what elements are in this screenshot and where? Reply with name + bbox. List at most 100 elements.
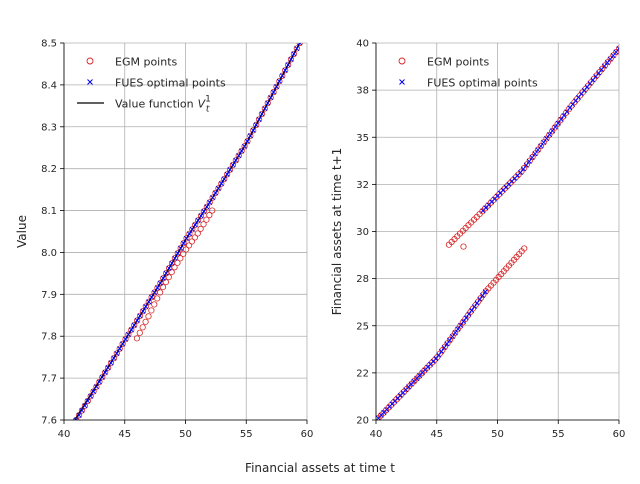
egm-point bbox=[139, 308, 147, 315]
egm-point bbox=[521, 245, 528, 252]
fues-point bbox=[455, 326, 461, 332]
legend-label: FUES optimal points bbox=[115, 77, 226, 90]
fues-point bbox=[215, 185, 221, 191]
fues-point bbox=[535, 147, 541, 153]
legend-fues-marker bbox=[399, 79, 405, 85]
y-tick-label: 8.1 bbox=[41, 206, 57, 217]
egm-point bbox=[102, 369, 109, 376]
x-tick-label: 60 bbox=[613, 429, 626, 440]
y-tick-label: 8.4 bbox=[41, 80, 57, 91]
egm-point bbox=[244, 138, 251, 145]
egm-point bbox=[185, 242, 193, 249]
egm-point bbox=[180, 240, 187, 247]
fues-point bbox=[178, 245, 184, 251]
egm-point bbox=[209, 207, 216, 214]
egm-point bbox=[200, 208, 207, 215]
fues-point bbox=[253, 122, 259, 128]
egm-point bbox=[162, 278, 169, 286]
egm-point bbox=[226, 166, 234, 173]
fues-point bbox=[436, 352, 442, 358]
fues-point bbox=[137, 313, 143, 319]
fues-point bbox=[474, 300, 480, 306]
y-tick-label: 8.3 bbox=[41, 122, 57, 133]
fues-point bbox=[444, 341, 450, 347]
egm-point bbox=[159, 283, 167, 291]
fues-point bbox=[192, 222, 198, 228]
fues-point bbox=[82, 403, 88, 409]
egm-point bbox=[287, 56, 295, 63]
egm-point bbox=[116, 345, 123, 352]
fues-point bbox=[239, 148, 245, 154]
fues-point bbox=[172, 255, 178, 261]
fues-point bbox=[256, 116, 262, 122]
fues-point bbox=[183, 235, 189, 241]
fues-point bbox=[285, 62, 291, 68]
egm-point bbox=[197, 225, 204, 232]
egm-point bbox=[183, 235, 190, 242]
egm-point bbox=[188, 238, 196, 245]
y-tick-label: 38 bbox=[356, 86, 369, 97]
egm-point bbox=[218, 180, 225, 187]
fues-point bbox=[460, 319, 466, 325]
legend: EGM points FUES optimal points Value funct… bbox=[77, 56, 226, 115]
x-tick-label: 55 bbox=[240, 429, 253, 440]
egm-point bbox=[206, 212, 213, 219]
egm-point bbox=[131, 322, 138, 329]
legend-label: EGM points bbox=[427, 56, 490, 69]
fues-point bbox=[169, 260, 175, 266]
fues-point bbox=[268, 95, 274, 101]
fues-point bbox=[558, 116, 564, 122]
fues-point bbox=[218, 181, 224, 187]
fues-point bbox=[262, 106, 268, 112]
fues-point bbox=[276, 78, 282, 84]
fues-point bbox=[523, 162, 529, 168]
next-assets-panel: 40 45 50 55 60 20 22 25 28 30 32 35 38 40 Financial as… bbox=[330, 39, 625, 441]
egm-point bbox=[148, 294, 155, 301]
egm-point bbox=[93, 383, 100, 390]
egm-point bbox=[276, 78, 283, 85]
egm-point bbox=[142, 303, 149, 310]
fues-point bbox=[181, 240, 187, 246]
egm-point bbox=[224, 171, 231, 178]
fues-point bbox=[201, 208, 207, 214]
egm-point bbox=[212, 189, 219, 197]
x-tick-label: 40 bbox=[370, 429, 383, 440]
fues-point bbox=[549, 128, 555, 134]
fues-point bbox=[447, 337, 453, 343]
fues-point bbox=[175, 250, 181, 256]
egm-point bbox=[189, 226, 196, 233]
legend: EGM points FUES optimal points bbox=[398, 56, 538, 90]
y-tick-label: 7.7 bbox=[41, 374, 57, 385]
y-tick-label: 7.9 bbox=[41, 290, 57, 301]
legend-egm-marker bbox=[86, 57, 94, 65]
egm-point bbox=[125, 331, 132, 338]
egm-point bbox=[241, 143, 248, 150]
egm-point bbox=[107, 359, 115, 367]
fues-point bbox=[128, 327, 134, 333]
fues-point bbox=[134, 317, 140, 324]
fues-point bbox=[288, 56, 294, 62]
fues-point bbox=[471, 304, 477, 310]
fues-point bbox=[91, 388, 97, 394]
legend-egm-marker bbox=[398, 57, 406, 65]
fues-point bbox=[297, 43, 303, 46]
x-tick-label: 50 bbox=[491, 429, 504, 440]
egm-point bbox=[615, 45, 619, 52]
fues-point bbox=[265, 100, 271, 106]
egm-point bbox=[156, 289, 164, 296]
egm-point bbox=[203, 203, 210, 210]
legend-label: EGM points bbox=[115, 56, 178, 69]
fues-point bbox=[96, 379, 102, 385]
fues-point bbox=[73, 417, 79, 420]
fues-point bbox=[236, 153, 242, 159]
egm-point bbox=[267, 94, 274, 101]
egm-point bbox=[113, 350, 120, 357]
fues-point bbox=[259, 111, 265, 117]
y-axis-label: Value bbox=[15, 215, 29, 248]
fues-point bbox=[157, 280, 163, 286]
fues-point bbox=[532, 151, 538, 157]
egm-point bbox=[215, 185, 222, 192]
egm-point bbox=[186, 230, 193, 237]
y-tick-label: 20 bbox=[356, 416, 369, 427]
y-tick-label: 8.2 bbox=[41, 164, 57, 175]
